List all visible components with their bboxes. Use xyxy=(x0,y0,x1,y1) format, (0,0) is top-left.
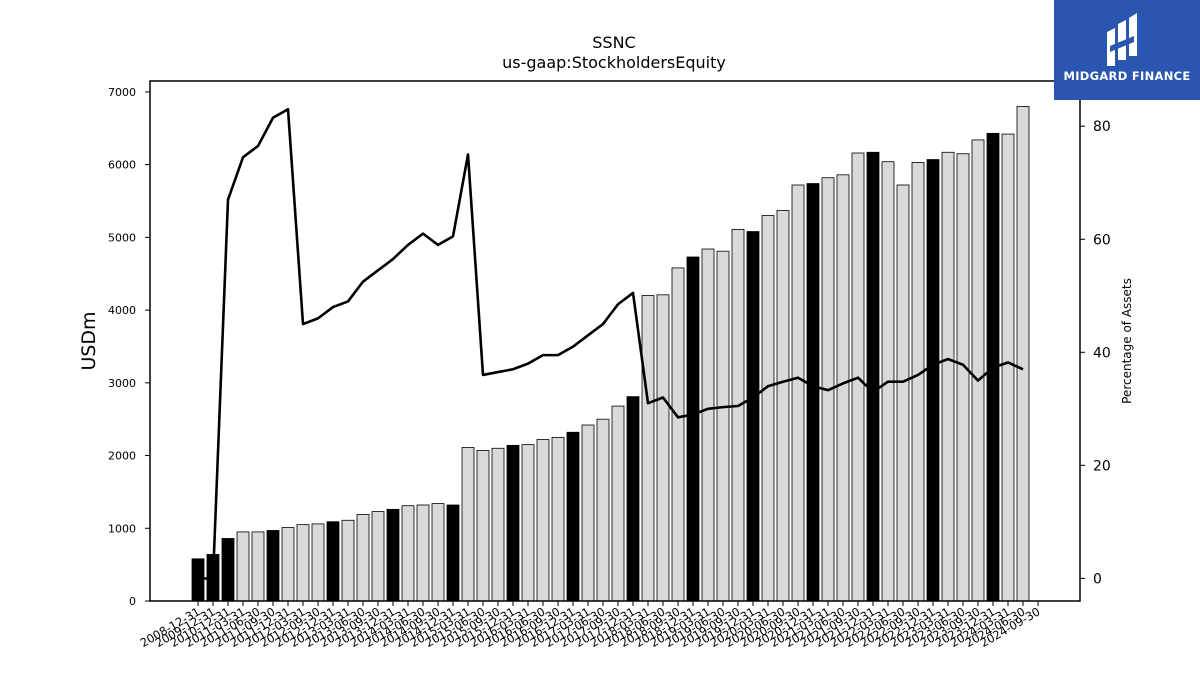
bar-2018-06-30 xyxy=(656,294,670,602)
y-tick-label: 6000 xyxy=(108,159,136,172)
chart-subtitle: us-gaap:StockholdersEquity xyxy=(502,53,726,72)
y2-axis-label: Percentage of Assets xyxy=(1120,278,1134,404)
bar-2019-09-30 xyxy=(731,228,745,602)
y-tick-label: 0 xyxy=(129,595,136,608)
y2-tick-label: 0 xyxy=(1093,571,1102,587)
y2-tick-label: 40 xyxy=(1093,345,1111,361)
bar-2011-06-30 xyxy=(251,531,265,602)
y-axis-label: USDm xyxy=(78,311,100,370)
bar-2011-09-30 xyxy=(266,530,280,602)
bar-2012-09-30 xyxy=(311,523,325,602)
bar-2018-09-30 xyxy=(671,267,685,602)
bar-2024-06-30 xyxy=(1016,106,1030,602)
bar-2024-03-31 xyxy=(1001,133,1015,602)
chart-title: SSNC xyxy=(592,33,635,52)
y-tick-label: 2000 xyxy=(108,450,136,463)
bar-2018-03-31 xyxy=(641,295,655,602)
bar-2013-09-30 xyxy=(371,511,385,602)
bar-2020-12-31 xyxy=(806,183,820,602)
bar-2022-09-30 xyxy=(911,162,925,602)
bar-2014-06-30 xyxy=(416,504,430,602)
bar-2012-03-31 xyxy=(296,524,310,602)
bar-2016-03-31 xyxy=(521,444,535,602)
bar-2019-06-30 xyxy=(716,250,730,602)
bar-2023-09-30 xyxy=(971,139,985,602)
bar-2014-03-31 xyxy=(401,505,415,602)
bar-series xyxy=(191,106,1030,602)
bar-2017-03-31 xyxy=(581,424,595,602)
bar-2023-06-30 xyxy=(956,153,970,602)
logo-text: MIDGARD FINANCE xyxy=(1063,69,1191,83)
bar-2016-06-30 xyxy=(536,439,550,602)
bar-2017-12-31 xyxy=(626,396,640,602)
bar-2018-12-31 xyxy=(686,256,700,602)
bar-2015-12-31 xyxy=(506,444,520,602)
bar-2017-09-30 xyxy=(611,405,625,602)
bar-2015-09-30 xyxy=(491,447,505,602)
y-tick-label: 1000 xyxy=(108,522,136,535)
bar-2013-12-31 xyxy=(386,508,400,602)
bar-2013-03-31 xyxy=(341,519,355,602)
mf-logo-icon xyxy=(1107,13,1137,66)
bar-2021-06-30 xyxy=(836,174,850,602)
axes: 0100020003000400050006000700002040608020… xyxy=(108,80,1111,650)
bar-2014-09-30 xyxy=(431,503,445,602)
line-series xyxy=(198,107,1024,580)
bar-2013-06-30 xyxy=(356,514,370,602)
bar-2008-12-31 xyxy=(191,558,205,602)
bar-2012-12-31 xyxy=(326,521,340,602)
bar-2022-12-31 xyxy=(926,159,940,602)
bar-2010-12-31 xyxy=(221,538,235,602)
y-tick-label: 4000 xyxy=(108,304,136,317)
y-tick-label: 5000 xyxy=(108,231,136,244)
bar-2020-06-30 xyxy=(776,210,790,602)
y-tick-label: 7000 xyxy=(108,86,136,99)
y2-tick-label: 20 xyxy=(1093,458,1111,474)
y2-tick-label: 80 xyxy=(1093,119,1111,135)
bar-2011-12-31 xyxy=(281,527,295,602)
bar-2020-09-30 xyxy=(791,184,805,602)
bar-2016-09-30 xyxy=(551,436,565,602)
bar-2014-12-31 xyxy=(446,504,460,602)
bar-2011-03-31 xyxy=(236,531,250,602)
y2-tick-label: 60 xyxy=(1093,232,1111,248)
bar-2015-03-31 xyxy=(461,447,475,602)
bar-2019-03-31 xyxy=(701,248,715,602)
bar-2023-03-31 xyxy=(941,151,955,602)
bar-2022-06-30 xyxy=(896,184,910,602)
y-tick-label: 3000 xyxy=(108,377,136,390)
bar-2020-03-31 xyxy=(761,215,775,602)
plot-frame xyxy=(149,80,1081,602)
bar-2017-06-30 xyxy=(596,418,610,602)
bar-2019-12-31 xyxy=(746,231,760,602)
midgard-finance-logo: MIDGARD FINANCE xyxy=(1054,0,1200,100)
bar-2015-06-30 xyxy=(476,450,490,602)
bar-2016-12-31 xyxy=(566,431,580,602)
percentage-line xyxy=(198,107,1024,580)
bar-2021-12-31 xyxy=(866,151,880,602)
